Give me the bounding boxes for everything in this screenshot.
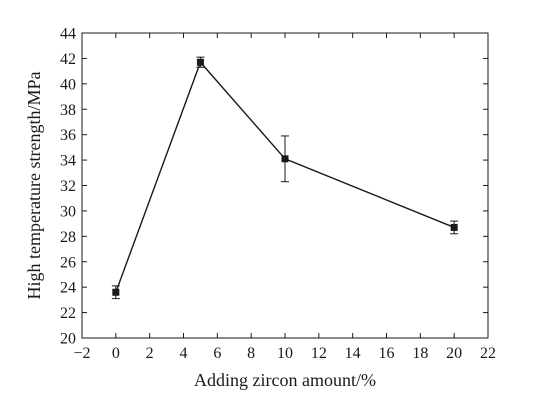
y-tick-label: 34 [60,153,76,170]
y-tick-label: 44 [60,26,76,43]
y-tick-label: 38 [60,102,76,119]
series-layer [111,56,459,300]
x-tick-label: 4 [180,345,188,362]
data-point [196,58,204,66]
y-tick-label: 22 [60,305,76,322]
y-axis-label: High temperature strength/MPa [24,72,44,300]
x-tick-label: 6 [213,345,221,362]
x-tick-label: 8 [247,345,255,362]
x-tick-label: 22 [480,345,496,362]
data-point [450,223,458,231]
x-tick-label: 12 [311,345,327,362]
plot-area-frame [81,32,489,339]
series-line [115,60,455,293]
data-point [112,288,120,296]
x-axis-label: Adding zircon amount/% [194,370,376,390]
y-tick-label: 32 [60,178,76,195]
y-tick-label: 28 [60,229,76,246]
x-tick-label: 14 [345,345,361,362]
y-tick-label: 36 [60,127,76,144]
y-tick-label: 40 [60,76,76,93]
x-tick-label: 20 [446,345,462,362]
data-point [281,155,289,163]
x-tick-label: 16 [379,345,395,362]
y-tick-label: 42 [60,51,76,68]
x-tick-label: 18 [412,345,428,362]
y-tick-label: 24 [60,280,76,297]
x-tick-label: 10 [277,345,293,362]
y-tick-label: 20 [60,331,76,348]
y-tick-label: 26 [60,254,76,271]
x-tick-label: 2 [146,345,154,362]
y-tick-label: 30 [60,203,76,220]
ticks-layer: −2 0 2 4 6 8 10 12 14 16 18 20 222022242628303234363… [60,26,496,363]
x-tick-label: −2 [73,345,90,362]
x-tick-label: 0 [112,345,120,362]
